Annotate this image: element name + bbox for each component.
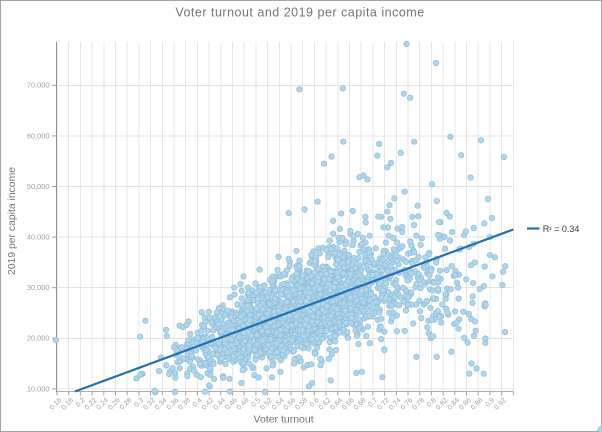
svg-text:0.9: 0.9 [484,397,496,409]
svg-text:0.8: 0.8 [426,397,438,409]
svg-text:2019 per capita income: 2019 per capita income [7,167,18,275]
svg-text:Voter turnout and 2019 per cap: Voter turnout and 2019 per capita income [175,6,424,20]
svg-text:0.5: 0.5 [250,397,262,409]
svg-text:0.6: 0.6 [309,397,321,409]
svg-text:R² = 0.34: R² = 0.34 [543,224,580,234]
svg-text:0.4: 0.4 [192,397,204,409]
svg-text:0.7: 0.7 [367,397,379,409]
svg-text:50,000: 50,000 [27,182,50,191]
svg-text:Voter turnout: Voter turnout [254,414,314,426]
svg-text:10,000: 10,000 [27,384,50,393]
svg-text:0.2: 0.2 [75,397,87,409]
svg-text:0.3: 0.3 [133,397,145,409]
svg-text:30,000: 30,000 [27,283,50,292]
svg-text:40,000: 40,000 [27,233,50,242]
svg-text:20,000: 20,000 [27,334,50,343]
svg-text:70,000: 70,000 [27,81,50,90]
svg-text:60,000: 60,000 [27,131,50,140]
